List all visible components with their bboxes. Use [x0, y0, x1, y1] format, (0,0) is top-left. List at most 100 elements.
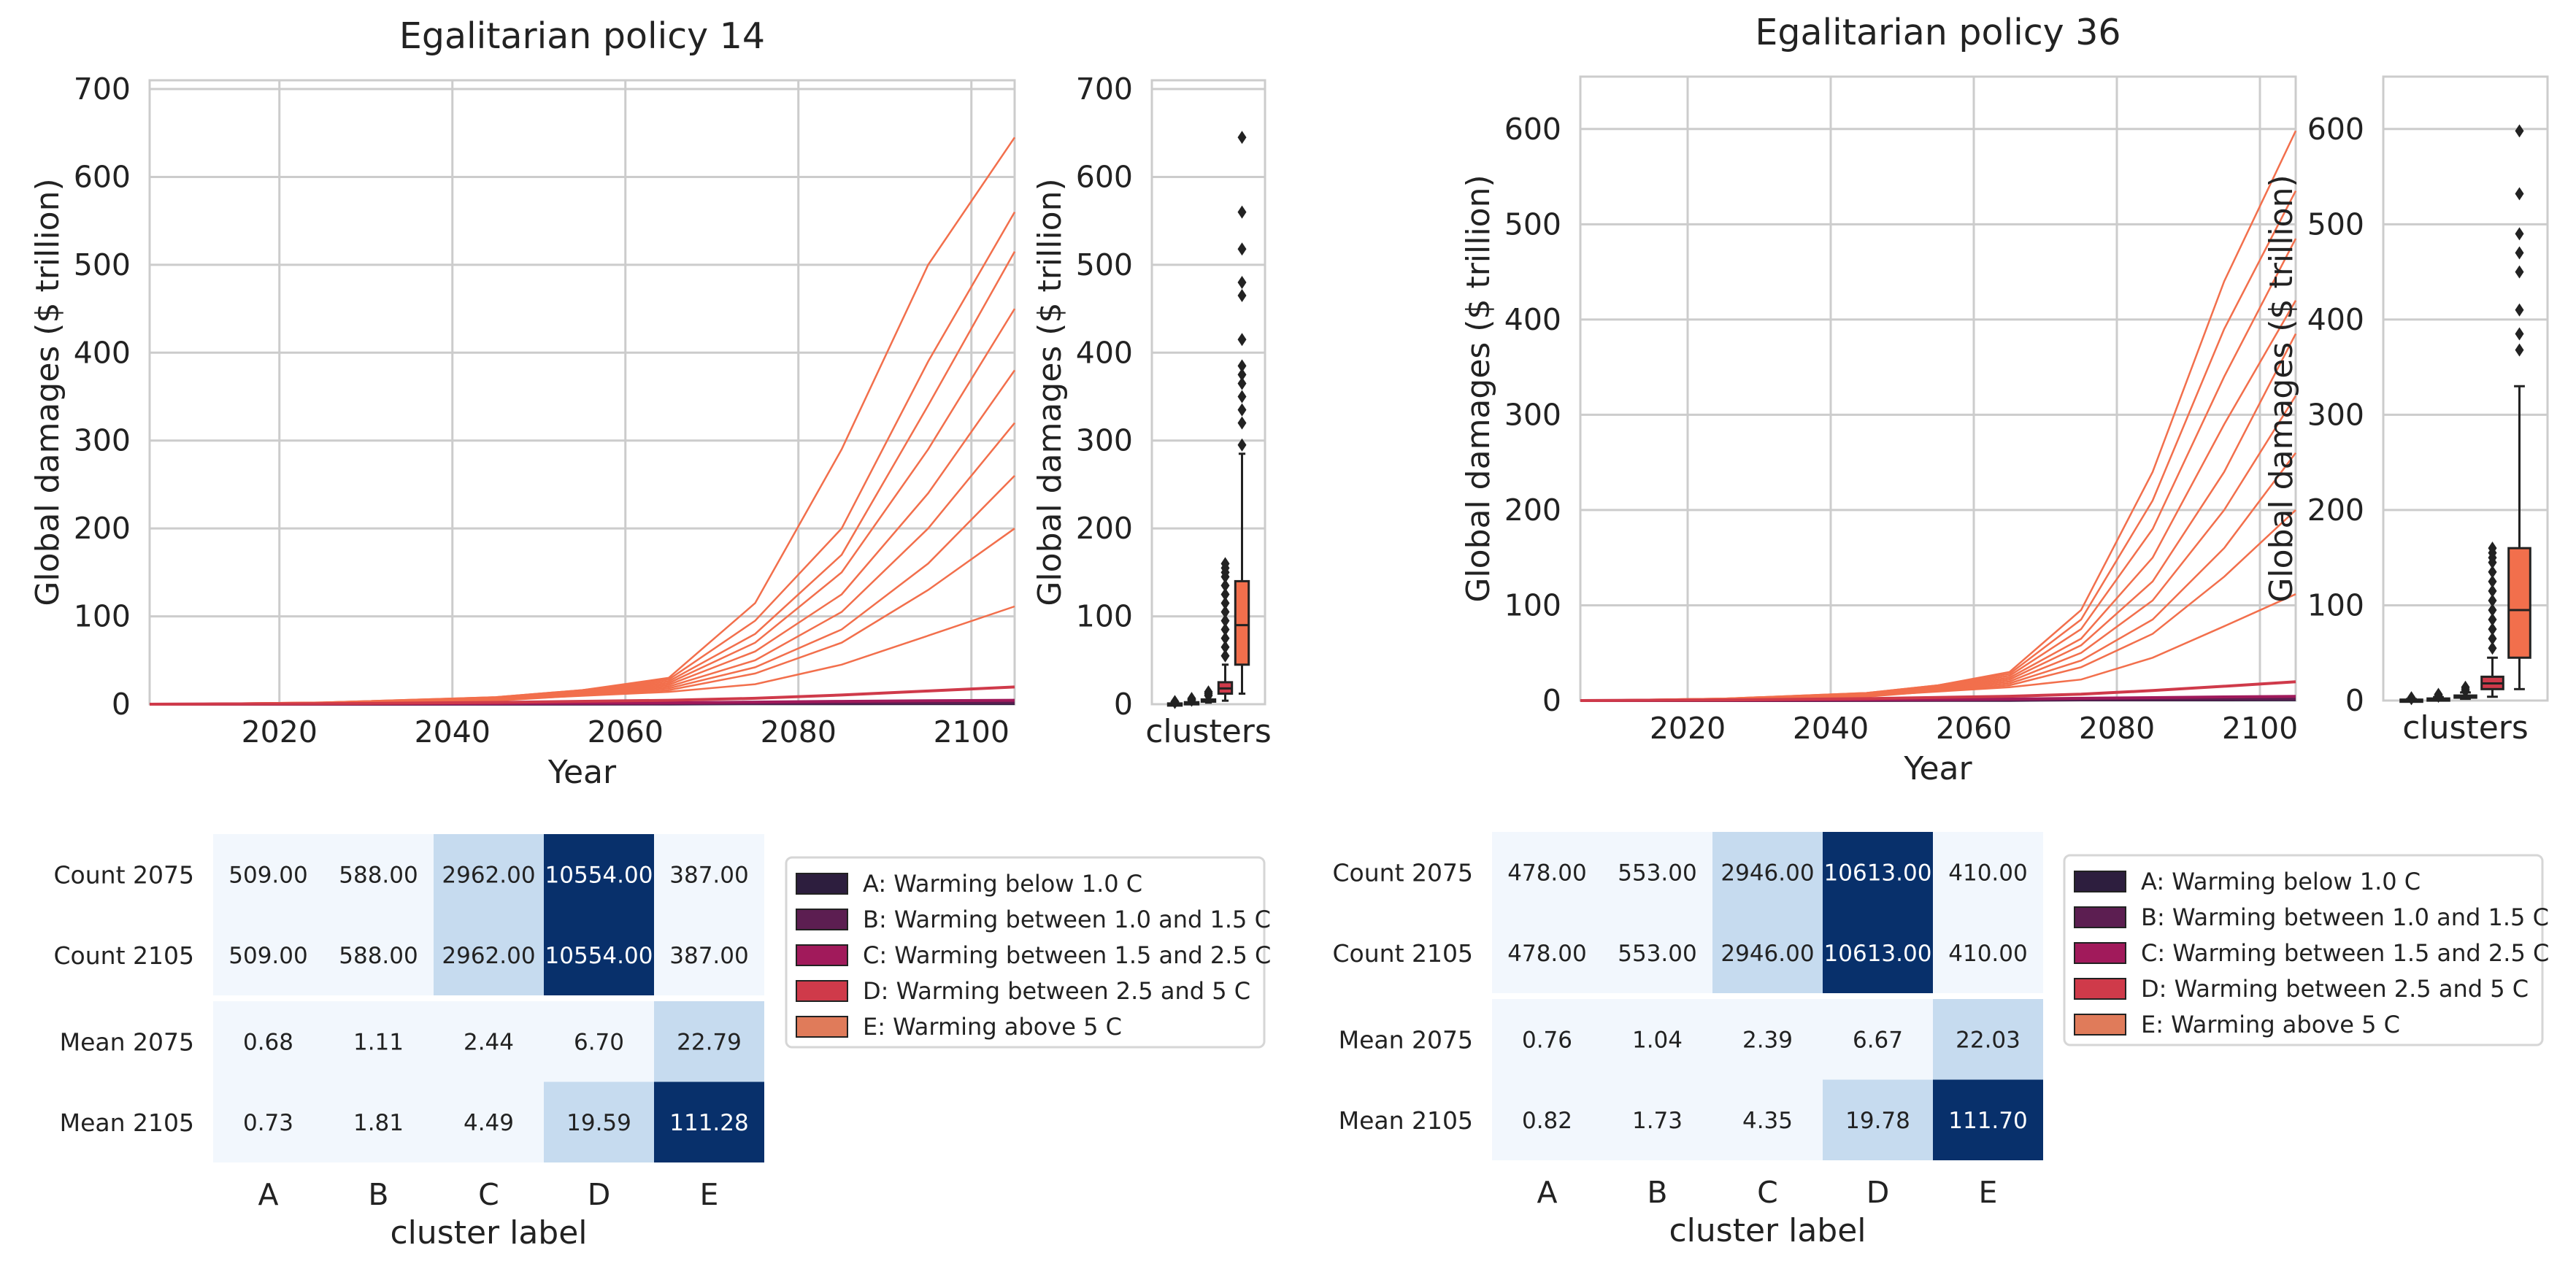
y-tick-label: 500 [1504, 207, 1561, 242]
y-tick-label: 200 [1076, 511, 1133, 546]
x-tick-label: 2080 [2079, 711, 2155, 746]
heatmap-cell [1933, 912, 2043, 993]
heatmap-cell-value: 2962.00 [442, 943, 535, 969]
heatmap-cell-value: 2962.00 [442, 862, 535, 888]
y-tick-label: 200 [1504, 493, 1561, 528]
heatmap-x-label: cluster label [390, 1214, 587, 1252]
heatmap-cell-value: 111.28 [669, 1110, 748, 1136]
box-outlier-D [1220, 649, 1230, 663]
heatmap-cell-value: 22.03 [1956, 1027, 2021, 1053]
box-outlier-D [2488, 641, 2497, 655]
heatmap-cell-value: 509.00 [228, 943, 307, 969]
x-tick-label: 2040 [415, 714, 491, 749]
legend-swatch [796, 1016, 848, 1038]
box-outlier-D [2488, 613, 2497, 627]
x-axis-label: clusters [2402, 709, 2529, 747]
y-tick-label: 0 [112, 687, 131, 722]
heatmap-cell [1712, 1079, 1823, 1160]
series-line-D [149, 685, 1015, 706]
heatmap-cell [213, 914, 323, 995]
box-outlier-D [2488, 541, 2497, 555]
heatmap-cell [1823, 1079, 1933, 1160]
heatmap-cell [1492, 912, 1602, 993]
legend-swatch [2074, 1014, 2126, 1036]
heatmap-cell-value: 553.00 [1618, 860, 1696, 886]
legend-label: A: Warming below 1.0 C [2141, 868, 2421, 895]
heatmap-cell-value: 1.11 [353, 1029, 404, 1055]
box-outlier-D [1220, 596, 1230, 610]
legend-swatch [2074, 942, 2126, 964]
heatmap-cell [434, 1001, 544, 1082]
heatmap-cell-value: 509.00 [228, 862, 307, 888]
box-outlier-B [1187, 692, 1196, 706]
heatmap-column-label: B [368, 1177, 388, 1212]
heatmap-cell [1602, 999, 1712, 1080]
heatmap-cell-value: 2946.00 [1720, 941, 1814, 967]
chart-title: Egalitarian policy 14 [399, 15, 765, 57]
y-tick-label: 600 [1504, 112, 1561, 147]
plot-frame [2382, 75, 2549, 702]
box-outlier-D [1220, 614, 1230, 628]
box-outlier-C [2461, 680, 2470, 694]
legend-label: E: Warming above 5 C [2141, 1011, 2400, 1038]
heatmap-column-label: E [700, 1177, 719, 1212]
heatmap-row-label: Count 2105 [54, 941, 194, 970]
box-outlier-D [2488, 632, 2497, 646]
box-outlier-D [2488, 593, 2497, 607]
heatmap-cell [213, 834, 323, 915]
y-tick-label: 500 [74, 247, 131, 282]
y-tick-label: 400 [1076, 335, 1133, 370]
x-tick-label: 2100 [934, 714, 1010, 749]
heatmap-cell-value: 478.00 [1507, 941, 1586, 967]
heatmap-cell [1823, 912, 1933, 993]
heatmap-cell-value: 19.78 [1845, 1108, 1910, 1134]
x-tick-label: 2020 [1650, 711, 1726, 746]
box-outlier-E [1237, 390, 1247, 404]
x-tick-label: 2080 [761, 714, 837, 749]
y-axis-label: Global damages ($ trillion) [29, 178, 66, 606]
box-outlier-D [2488, 622, 2497, 636]
legend-box [785, 856, 1266, 1049]
legend-swatch [796, 980, 848, 1002]
heatmap-cell-value: 387.00 [669, 943, 748, 969]
box-outlier-E [1237, 242, 1247, 256]
y-axis-label: Global damages ($ trillion) [1031, 178, 1069, 606]
y-tick-label: 300 [1504, 397, 1561, 432]
heatmap-cell-value: 588.00 [339, 943, 418, 969]
box-outlier-E [1237, 205, 1247, 219]
heatmap-cell [654, 1001, 764, 1082]
heatmap-row-label: Count 2105 [1333, 939, 1473, 968]
box-outlier-D [1220, 557, 1230, 571]
y-tick-label: 200 [2307, 493, 2364, 528]
heatmap-cell-value: 10613.00 [1824, 941, 1932, 967]
y-tick-label: 500 [2307, 207, 2364, 242]
heatmap-cell-value: 4.49 [464, 1110, 514, 1136]
heatmap-cell [544, 834, 654, 915]
y-tick-label: 500 [1076, 247, 1133, 282]
heatmap-cell-value: 10554.00 [545, 943, 653, 969]
legend-box [2063, 854, 2544, 1046]
box-outlier-E [2515, 227, 2524, 241]
box-outlier-D [1220, 631, 1230, 645]
heatmap-cell [213, 1081, 323, 1162]
y-tick-label: 100 [1504, 587, 1561, 622]
box-outlier-E [2515, 124, 2524, 138]
heatmap-row-label: Count 2075 [1333, 858, 1473, 887]
box-outlier-D [1220, 579, 1230, 593]
heatmap-column-label: B [1647, 1175, 1667, 1210]
y-tick-label: 100 [1076, 599, 1133, 634]
heatmap-cell [323, 1081, 434, 1162]
y-tick-label: 400 [2307, 302, 2364, 337]
heatmap-cell [1712, 832, 1823, 913]
y-tick-label: 0 [1542, 683, 1561, 718]
heatmap-cell [1492, 832, 1602, 913]
heatmap-row-label: Mean 2075 [60, 1027, 194, 1056]
heatmap-cell-value: 6.70 [574, 1029, 624, 1055]
y-tick-label: 400 [74, 335, 131, 370]
x-tick-label: 2020 [242, 714, 318, 749]
legend-swatch [2074, 871, 2126, 892]
heatmap-cell-value: 10554.00 [545, 862, 653, 888]
box-outlier-D [1220, 622, 1230, 636]
heatmap-cell [544, 1081, 654, 1162]
heatmap-cell-value: 2.44 [464, 1029, 514, 1055]
